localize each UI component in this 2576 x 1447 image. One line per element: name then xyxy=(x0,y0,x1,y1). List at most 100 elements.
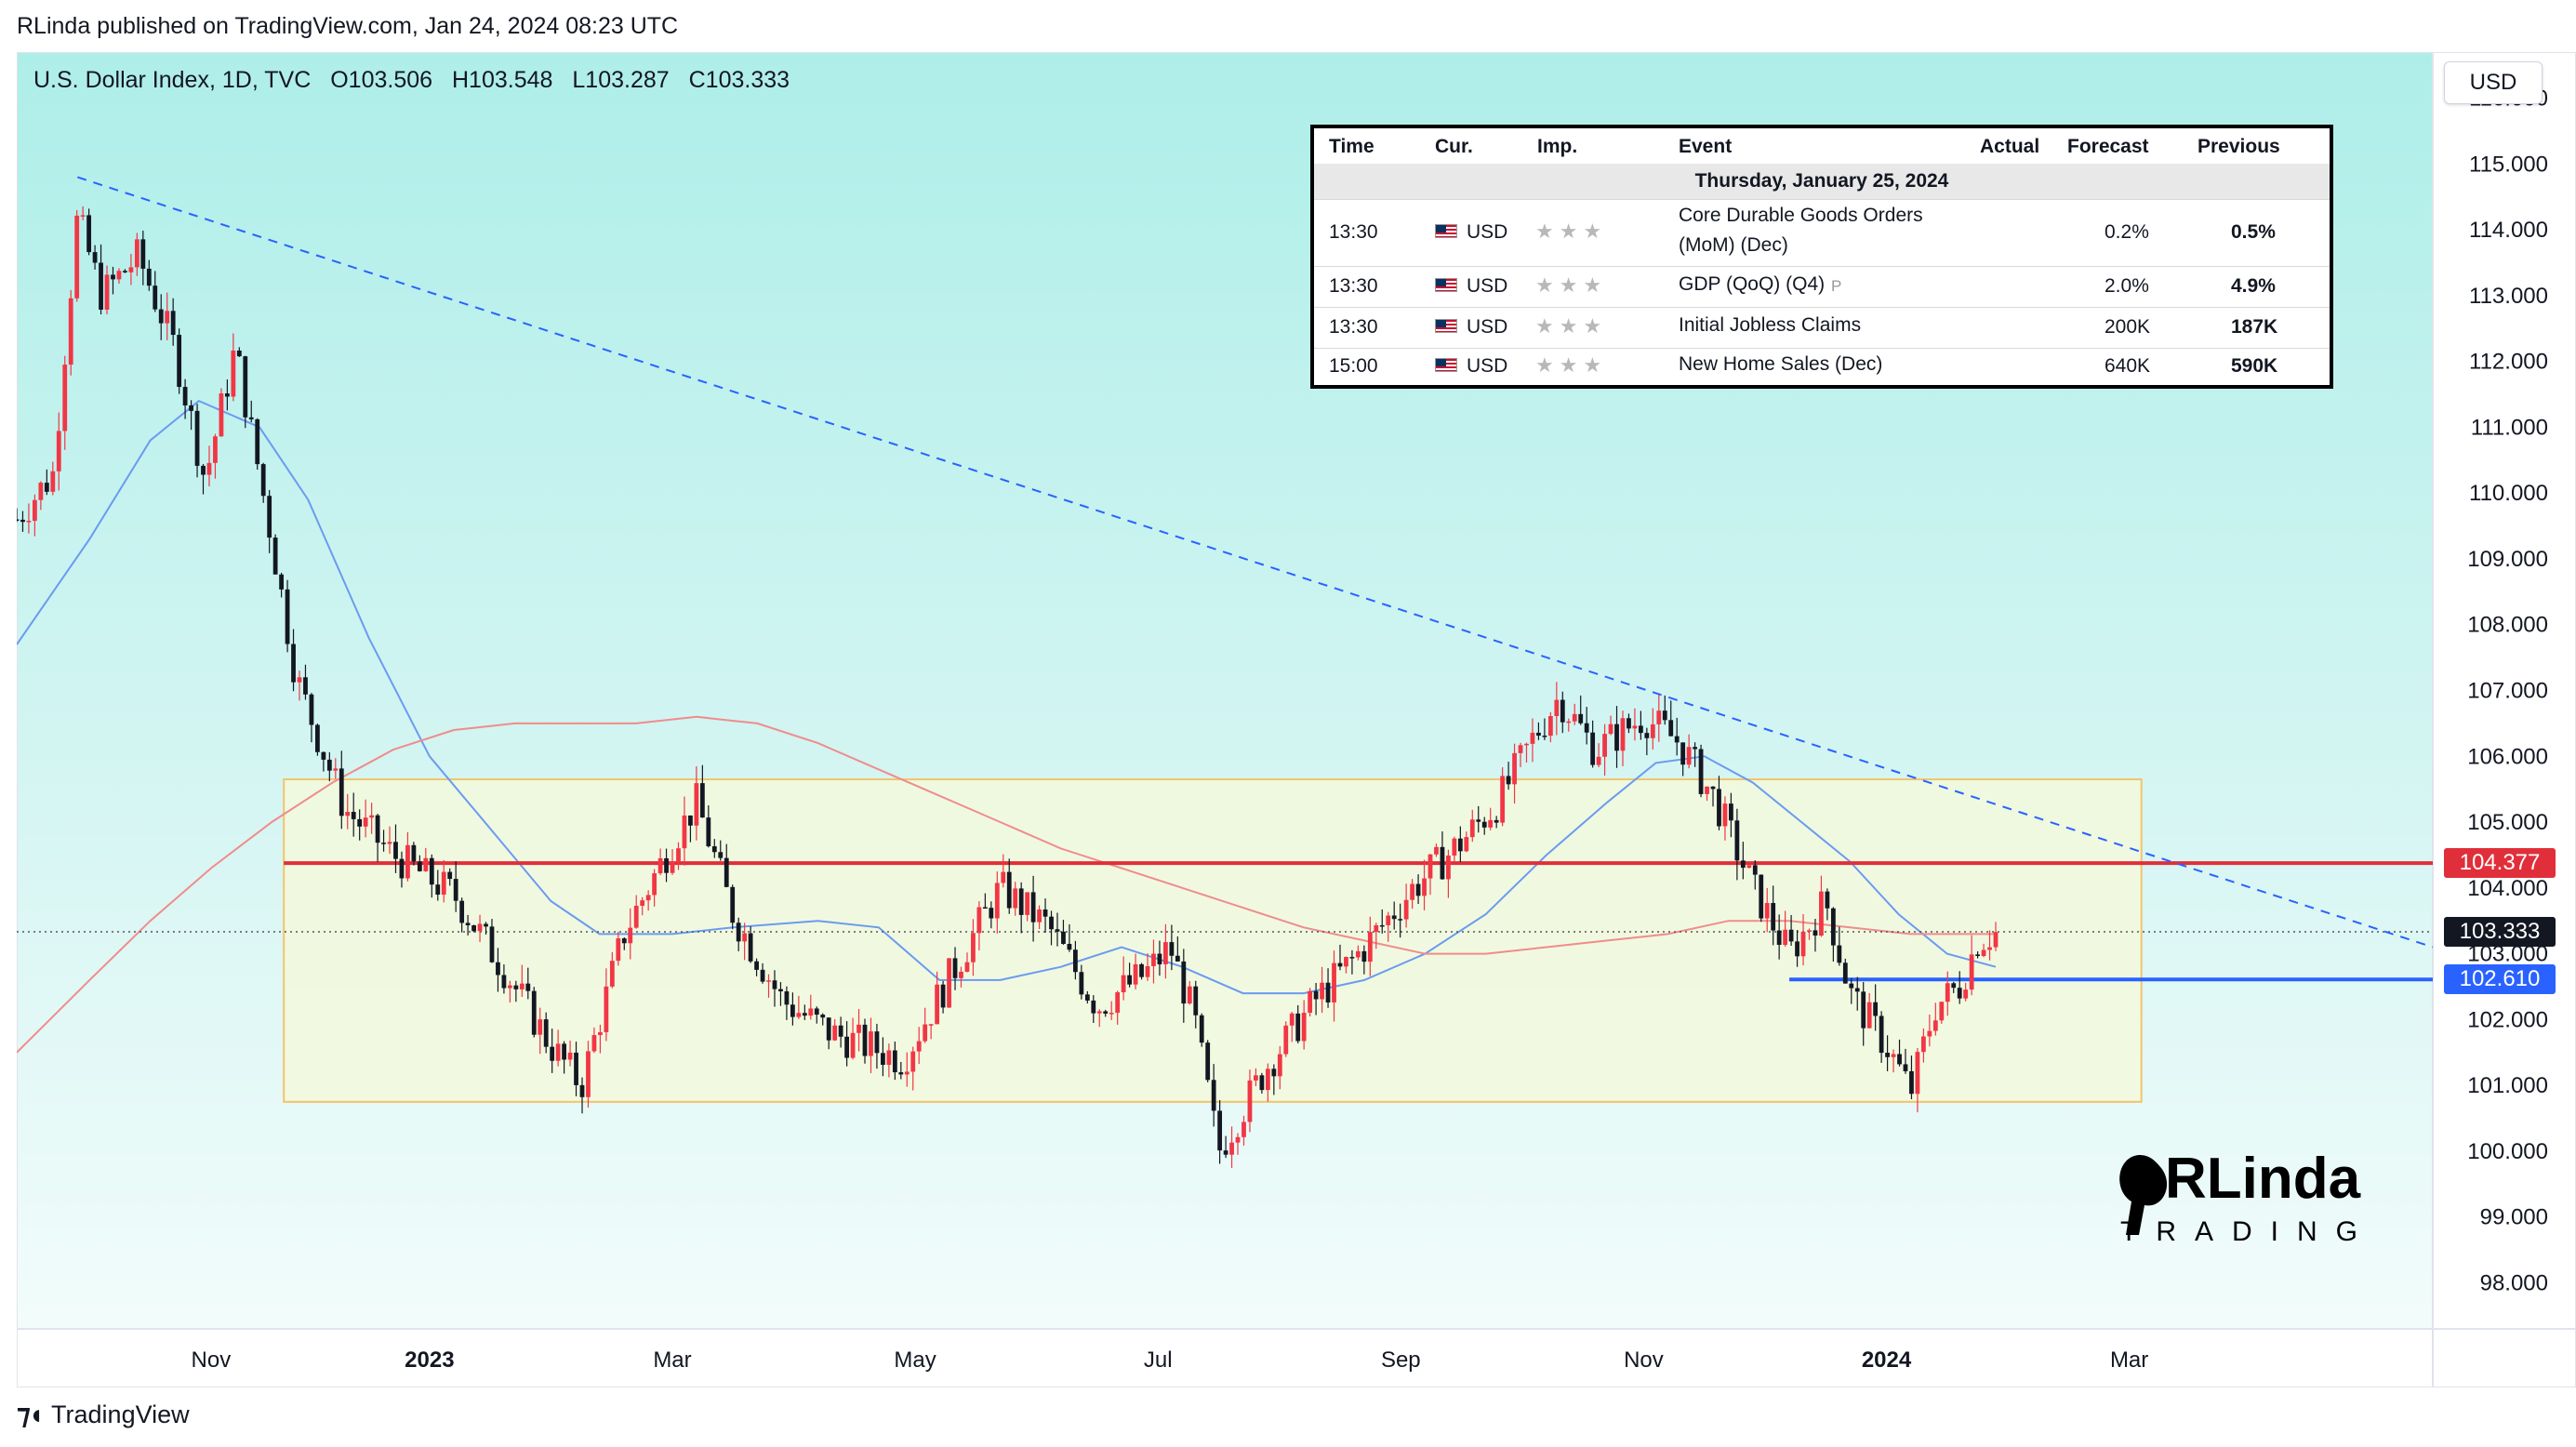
candle-body xyxy=(1554,699,1560,717)
candle-body xyxy=(1355,950,1361,958)
candle-body xyxy=(1091,1000,1096,1014)
candle-body xyxy=(820,1015,826,1018)
ohlc-open: O103.506 xyxy=(330,67,433,93)
candle-body xyxy=(74,215,80,299)
candle-body xyxy=(1494,819,1499,823)
resistance-price-tag: 104.377 xyxy=(2444,848,2556,879)
candle-body xyxy=(543,1019,549,1047)
event-previous: 187K xyxy=(2231,316,2278,338)
candle-body xyxy=(333,768,339,771)
candle-body xyxy=(1638,725,1643,734)
candle-body xyxy=(1866,1002,1872,1029)
candle-body xyxy=(796,1013,802,1017)
header-actual: Actual xyxy=(1980,136,2040,157)
candle-body xyxy=(935,984,940,1025)
candle-body xyxy=(1963,989,1969,999)
candle-body xyxy=(1560,699,1565,723)
candle-body xyxy=(971,933,976,962)
y-axis-tick-label: 111.000 xyxy=(2471,415,2548,440)
candle-body xyxy=(309,694,314,725)
candle-body xyxy=(315,724,320,752)
candle-body xyxy=(682,815,687,849)
candle-body xyxy=(730,886,736,923)
candle-body xyxy=(862,1024,868,1056)
candle-body xyxy=(881,1053,885,1066)
event-forecast: 2.0% xyxy=(2105,275,2149,297)
candle-body xyxy=(513,985,519,989)
candle-body xyxy=(1740,860,1746,869)
candle-body xyxy=(465,923,471,926)
candle-body xyxy=(1879,1016,1884,1054)
event-time: 13:30 xyxy=(1329,221,1378,243)
candle-body xyxy=(291,644,296,683)
candle-body xyxy=(1205,1042,1211,1081)
candle-body xyxy=(339,768,344,816)
candle-body xyxy=(628,927,633,944)
candle-body xyxy=(1662,710,1667,721)
y-axis-tick-label: 98.000 xyxy=(2480,1270,2548,1295)
candle-body xyxy=(194,410,200,466)
candle-body xyxy=(471,925,476,932)
candle-body xyxy=(1620,718,1626,751)
y-axis-tick-label: 104.000 xyxy=(2467,876,2548,901)
current-price-tag: 103.333 xyxy=(2444,917,2556,948)
candle-body xyxy=(1271,1069,1277,1077)
candle-body xyxy=(1223,1150,1228,1155)
calendar-row: 13:30 USD ★★★ Core Durable Goods Orders … xyxy=(1314,199,2330,267)
candle-body xyxy=(1981,949,1986,957)
candle-body xyxy=(375,815,380,843)
tradingview-footer-logo[interactable]: ⁊◖ TradingView xyxy=(17,1399,190,1431)
candle-body xyxy=(140,239,146,269)
candle-body xyxy=(248,417,254,419)
candle-body xyxy=(1235,1136,1241,1143)
candle-body xyxy=(128,267,134,272)
candle-body xyxy=(976,907,982,934)
candle-body xyxy=(1512,752,1517,785)
y-axis-tick-label: 109.000 xyxy=(2467,547,2548,572)
candle-body xyxy=(1771,903,1776,931)
candle-body xyxy=(1049,916,1054,930)
candle-body xyxy=(1608,724,1613,735)
candle-body xyxy=(1325,982,1331,1002)
candle-body xyxy=(1783,929,1788,946)
candle-body xyxy=(1530,732,1535,744)
candle-body xyxy=(272,538,278,575)
candle-body xyxy=(62,365,68,431)
candle-body xyxy=(1975,954,1981,957)
support-price-tag: 102.610 xyxy=(2444,964,2556,995)
header-importance: Imp. xyxy=(1537,136,1578,157)
preliminary-marker: P xyxy=(1831,277,1842,295)
y-axis-tick-label: 113.000 xyxy=(2469,284,2548,309)
candle-body xyxy=(555,1043,561,1061)
candle-body xyxy=(1139,963,1144,977)
candle-body xyxy=(496,962,500,976)
candle-body xyxy=(1163,942,1168,964)
price-scale-background xyxy=(2433,52,2576,1329)
candle-body xyxy=(525,983,531,991)
candle-body xyxy=(1018,888,1024,915)
candle-body xyxy=(134,239,139,268)
candle-body xyxy=(850,1032,856,1058)
candle-body xyxy=(657,857,663,874)
candle-body xyxy=(1837,945,1842,963)
event-previous: 4.9% xyxy=(2231,275,2276,297)
logo-line2: TRADING xyxy=(2120,1216,2362,1247)
candle-body xyxy=(441,871,446,896)
candle-body xyxy=(1115,992,1121,1014)
candle-body xyxy=(952,958,958,978)
candle-body xyxy=(1698,749,1704,794)
y-axis-tick-label: 100.000 xyxy=(2467,1139,2548,1164)
candle-body xyxy=(1481,821,1487,828)
candle-body xyxy=(1656,710,1662,724)
candle-body xyxy=(387,842,392,844)
candle-body xyxy=(562,1043,566,1060)
candle-body xyxy=(20,519,25,523)
currency-button[interactable]: USD xyxy=(2444,61,2543,104)
candle-body xyxy=(1025,892,1030,915)
candle-body xyxy=(1596,756,1601,765)
candle-body xyxy=(1169,942,1175,956)
candle-body xyxy=(874,1031,880,1054)
candle-body xyxy=(453,879,458,901)
symbol-name: U.S. Dollar Index, 1D, TVC xyxy=(33,67,312,93)
y-axis-tick-label: 101.000 xyxy=(2467,1073,2548,1098)
